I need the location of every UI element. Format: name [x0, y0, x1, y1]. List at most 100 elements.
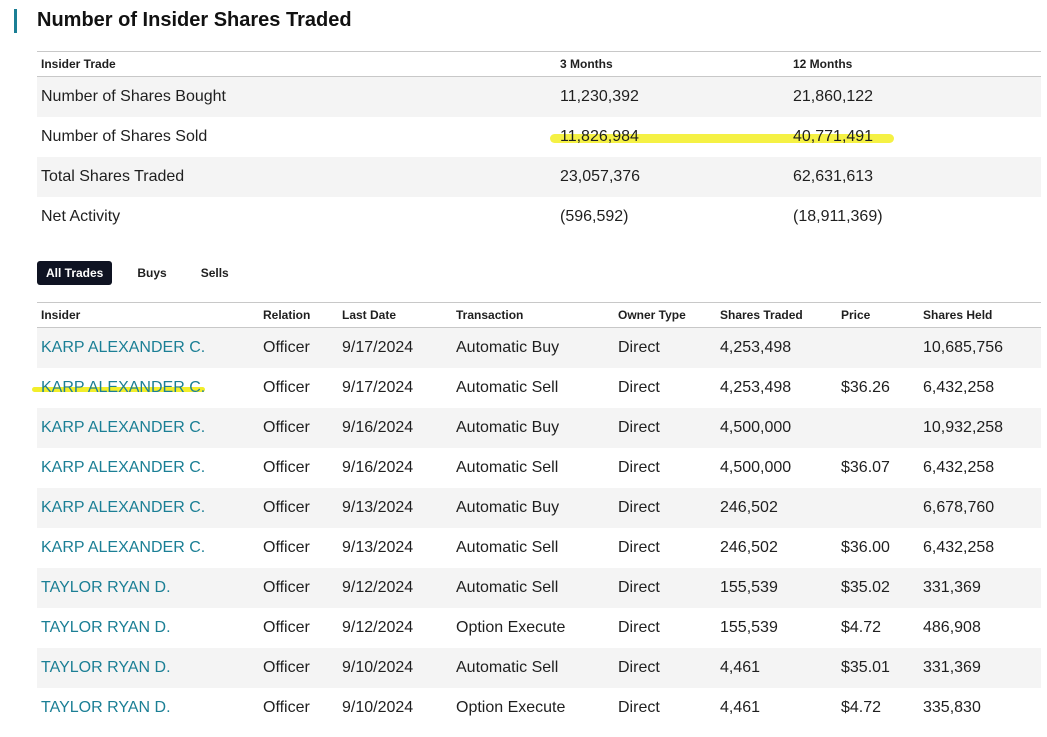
cell-relation: Officer — [263, 339, 310, 356]
cell-transaction: Option Execute — [456, 619, 566, 636]
summary-row-total: Total Shares Traded 23,057,376 62,631,61… — [37, 157, 1041, 197]
highlight-mark: KARP ALEXANDER C. — [32, 379, 206, 397]
cell-insider[interactable]: TAYLOR RYAN D. — [41, 579, 171, 596]
summary-value-12m: (18,911,369) — [793, 208, 883, 225]
summary-header-insider-trade: Insider Trade — [41, 57, 116, 71]
insider-summary-table: Insider Trade 3 Months 12 Months Number … — [37, 51, 1041, 237]
cell-insider[interactable]: KARP ALEXANDER C. — [41, 539, 206, 556]
tab-buys[interactable]: Buys — [137, 266, 167, 280]
cell-price: $4.72 — [841, 699, 882, 716]
cell-owner-type: Direct — [618, 419, 660, 436]
cell-insider[interactable]: KARP ALEXANDER C. — [41, 499, 206, 516]
col-header-insider[interactable]: Insider — [41, 308, 81, 322]
highlighter-stroke — [32, 387, 206, 392]
cell-transaction: Automatic Sell — [456, 379, 559, 396]
cell-relation: Officer — [263, 539, 310, 556]
cell-insider[interactable]: TAYLOR RYAN D. — [41, 659, 171, 676]
table-row: TAYLOR RYAN D. Officer 9/12/2024 Automatic … — [37, 568, 1041, 608]
cell-owner-type: Direct — [618, 339, 660, 356]
cell-last-date: 9/12/2024 — [342, 579, 414, 596]
col-header-shares-traded[interactable]: Shares Traded — [720, 308, 803, 322]
summary-value-3m: 11,230,392 — [560, 88, 639, 105]
cell-price — [837, 408, 919, 448]
summary-value-12m: 40,771,491 — [789, 117, 1041, 157]
cell-insider[interactable]: TAYLOR RYAN D. — [41, 699, 171, 716]
table-row: TAYLOR RYAN D. Officer 9/12/2024 Option Exe… — [37, 608, 1041, 648]
tab-all-trades[interactable]: All Trades — [37, 261, 113, 285]
cell-owner-type: Direct — [618, 379, 660, 396]
cell-transaction: Automatic Sell — [456, 539, 559, 556]
cell-insider[interactable]: KARP ALEXANDER C. — [41, 459, 206, 476]
summary-label: Number of Shares Bought — [41, 88, 226, 105]
cell-shares-traded: 155,539 — [720, 619, 778, 636]
col-header-price[interactable]: Price — [841, 308, 871, 322]
cell-shares-held: 10,685,756 — [923, 339, 1004, 356]
col-header-owner-type[interactable]: Owner Type — [618, 308, 686, 322]
cell-shares-traded: 155,539 — [720, 579, 778, 596]
cell-shares-traded: 246,502 — [720, 499, 778, 516]
cell-last-date: 9/17/2024 — [342, 339, 414, 356]
cell-price — [837, 488, 919, 528]
col-header-last-date[interactable]: Last Date — [342, 308, 397, 322]
title-accent-bar — [14, 9, 17, 33]
cell-last-date: 9/16/2024 — [342, 419, 414, 436]
cell-relation: Officer — [263, 499, 310, 516]
insider-link[interactable]: KARP ALEXANDER C. — [41, 379, 206, 396]
tab-sells[interactable]: Sells — [200, 266, 229, 280]
insider-trades-table: Insider Relation Last Date Transaction O… — [32, 302, 1041, 728]
cell-shares-traded: 4,253,498 — [720, 339, 792, 356]
cell-last-date: 9/16/2024 — [342, 459, 414, 476]
cell-shares-traded: 4,500,000 — [720, 459, 792, 476]
cell-shares-traded: 4,461 — [720, 699, 761, 716]
col-header-transaction[interactable]: Transaction — [456, 308, 524, 322]
summary-header-row: Insider Trade 3 Months 12 Months — [37, 52, 1041, 77]
summary-row-sold: Number of Shares Sold 11,826,984 40,771,… — [37, 117, 1041, 157]
summary-label: Net Activity — [41, 208, 121, 225]
cell-transaction: Automatic Sell — [456, 579, 559, 596]
cell-insider[interactable]: TAYLOR RYAN D. — [41, 619, 171, 636]
table-row: KARP ALEXANDER C. Officer 9/16/2024 Automat… — [37, 448, 1041, 488]
cell-last-date: 9/10/2024 — [342, 659, 414, 676]
cell-relation: Officer — [263, 659, 310, 676]
summary-value-12m: 21,860,122 — [793, 88, 874, 105]
trade-filter-tabs: All Trades Buys Sells — [37, 261, 238, 285]
cell-transaction: Option Execute — [456, 699, 566, 716]
highlighter-stroke — [550, 134, 894, 143]
summary-value-3m: (596,592) — [560, 208, 629, 225]
cell-shares-traded: 4,253,498 — [720, 379, 792, 396]
cell-shares-held: 331,369 — [923, 579, 981, 596]
cell-insider[interactable]: KARP ALEXANDER C. — [32, 368, 259, 408]
cell-owner-type: Direct — [618, 539, 660, 556]
summary-value-3m: 23,057,376 — [560, 168, 641, 185]
table-row: KARP ALEXANDER C. Officer 9/17/2024 Automat… — [32, 368, 1041, 408]
cell-shares-traded: 4,461 — [720, 659, 761, 676]
cell-shares-held: 10,932,258 — [923, 419, 1004, 436]
summary-row-net: Net Activity (596,592) (18,911,369) — [37, 197, 1041, 237]
cell-relation: Officer — [263, 619, 310, 636]
summary-row-bought: Number of Shares Bought 11,230,392 21,86… — [37, 76, 1041, 117]
cell-relation: Officer — [263, 379, 310, 396]
col-header-shares-held[interactable]: Shares Held — [923, 308, 993, 322]
cell-shares-held: 486,908 — [923, 619, 981, 636]
col-header-relation[interactable]: Relation — [263, 308, 311, 322]
summary-label: Total Shares Traded — [41, 168, 185, 185]
trades-header-row: Insider Relation Last Date Transaction O… — [37, 303, 1041, 328]
summary-header-12-months: 12 Months — [793, 57, 853, 71]
cell-owner-type: Direct — [618, 579, 660, 596]
cell-relation: Officer — [263, 459, 310, 476]
highlight-mark: 40,771,491 — [793, 128, 873, 146]
cell-owner-type: Direct — [618, 499, 660, 516]
cell-last-date: 9/13/2024 — [342, 539, 414, 556]
cell-insider[interactable]: KARP ALEXANDER C. — [41, 339, 206, 356]
table-row: KARP ALEXANDER C. Officer 9/17/2024 Automat… — [37, 327, 1041, 368]
table-row: KARP ALEXANDER C. Officer 9/13/2024 Automat… — [37, 488, 1041, 528]
cell-insider[interactable]: KARP ALEXANDER C. — [41, 419, 206, 436]
table-row: TAYLOR RYAN D. Officer 9/10/2024 Option Exe… — [37, 688, 1041, 728]
cell-last-date: 9/17/2024 — [342, 379, 414, 396]
cell-price: $35.02 — [841, 579, 890, 596]
cell-relation: Officer — [263, 699, 310, 716]
cell-owner-type: Direct — [618, 659, 660, 676]
cell-last-date: 9/13/2024 — [342, 499, 414, 516]
cell-price: $36.26 — [841, 379, 890, 396]
cell-price: $36.00 — [841, 539, 890, 556]
